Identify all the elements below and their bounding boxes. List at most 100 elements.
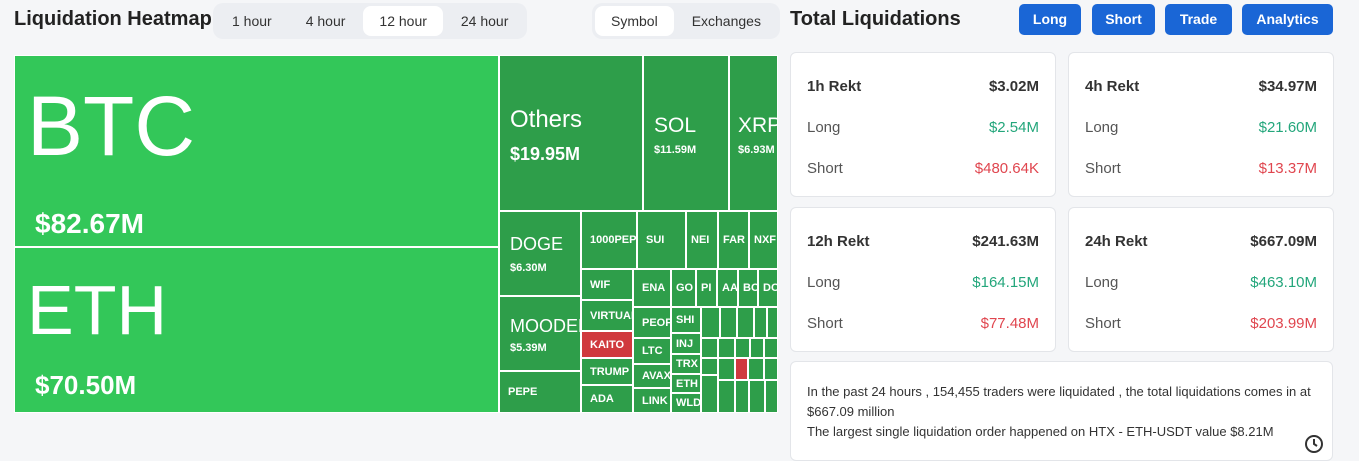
tile[interactable]: Others $19.95M — [499, 55, 643, 211]
panel-title: Total Liquidations — [790, 8, 961, 30]
tile[interactable] — [701, 375, 718, 413]
tile[interactable]: PEOPLE — [633, 307, 671, 338]
tile[interactable] — [701, 358, 718, 375]
tile[interactable]: MOODENG $5.39M — [499, 296, 581, 371]
tile-label: VIRTUAL — [590, 309, 633, 322]
tab[interactable]: 1 hour — [232, 13, 272, 29]
tile[interactable] — [764, 358, 778, 380]
tile[interactable]: SHI — [671, 307, 701, 333]
clock-icon[interactable] — [1303, 433, 1325, 455]
tab-active[interactable]: 12 hour — [363, 6, 443, 36]
tile[interactable]: GO — [671, 269, 696, 307]
tile-label: XRP — [738, 114, 778, 137]
button[interactable]: Long — [1019, 4, 1081, 35]
tile-label: MOODENG — [510, 316, 580, 336]
tile[interactable] — [750, 338, 764, 358]
tile[interactable]: AVAX — [633, 364, 671, 388]
tile[interactable] — [718, 338, 735, 358]
card-title: 1h Rekt — [807, 78, 862, 95]
tile[interactable] — [764, 338, 778, 358]
tile[interactable]: SOL $11.59M — [643, 55, 729, 211]
summary-line: The largest single liquidation order hap… — [807, 424, 1274, 439]
tile-label: ETH — [676, 377, 698, 390]
tile-value: $6.30M — [510, 262, 547, 274]
card-row: Short $203.99M — [1085, 315, 1317, 332]
tile[interactable]: INJ — [671, 333, 701, 354]
tile[interactable]: XRP $6.93M — [729, 55, 778, 211]
tile[interactable]: LTC — [633, 338, 671, 364]
tile[interactable]: ETH $70.50M — [14, 247, 499, 413]
tile[interactable]: 1000PEPE — [581, 211, 637, 269]
button[interactable]: Trade — [1165, 4, 1232, 35]
tile[interactable]: ETH — [671, 374, 701, 393]
tile[interactable]: BTC $82.67M — [14, 55, 499, 247]
tile[interactable]: SUI — [637, 211, 686, 269]
button[interactable]: Short — [1092, 4, 1155, 35]
tile-label: BTC — [27, 79, 195, 173]
row-value: $203.99M — [1250, 315, 1317, 332]
view-tabs: Symbol Exchanges — [592, 3, 780, 39]
tile[interactable]: DO — [758, 269, 778, 307]
tile[interactable] — [720, 307, 737, 338]
tile[interactable] — [735, 338, 750, 358]
row-value: $164.15M — [972, 274, 1039, 291]
tab[interactable]: 24 hour — [460, 13, 509, 29]
tile-label: ADA — [590, 393, 614, 405]
row-label: Short — [807, 315, 843, 332]
tile-label: NEI — [691, 234, 710, 246]
stat-card: 1h Rekt $3.02M Long $2.54M Short $480.64K — [790, 52, 1056, 197]
tile[interactable]: TRUMP — [581, 358, 633, 385]
tile[interactable]: AA — [717, 269, 738, 307]
tile[interactable]: PI — [696, 269, 717, 307]
button[interactable]: Analytics — [1242, 4, 1333, 35]
tile[interactable]: ENA — [633, 269, 671, 307]
clock-circle — [1305, 435, 1323, 453]
tile[interactable]: NEI — [686, 211, 718, 269]
tab-active[interactable]: Symbol — [595, 6, 674, 36]
tile[interactable]: WLD — [671, 393, 701, 413]
tile[interactable]: DOGE $6.30M — [499, 211, 581, 296]
tile[interactable] — [701, 307, 720, 338]
tile[interactable]: NXF — [749, 211, 778, 269]
tile[interactable]: VIRTUAL — [581, 300, 633, 331]
tile[interactable]: WIF — [581, 269, 633, 300]
tile[interactable]: LINK — [633, 388, 671, 413]
tile[interactable] — [765, 380, 778, 413]
tile[interactable]: TRX — [671, 354, 701, 374]
tile[interactable] — [718, 358, 735, 380]
tab[interactable]: 4 hour — [305, 13, 346, 29]
tile-label: BO — [743, 282, 758, 294]
tile[interactable] — [748, 358, 764, 380]
tile-label: DOGE — [510, 234, 564, 254]
tile[interactable] — [735, 380, 749, 413]
tile[interactable] — [735, 358, 748, 380]
tile-label: SUI — [646, 234, 665, 246]
row-value: $480.64K — [974, 160, 1039, 177]
tile[interactable] — [767, 307, 778, 338]
tile[interactable]: FAR — [718, 211, 749, 269]
row-value: $13.37M — [1258, 160, 1317, 177]
card-header: 12h Rekt $241.63M — [807, 233, 1039, 250]
summary-line: In the past 24 hours , 154,455 traders w… — [807, 384, 1311, 419]
tile[interactable]: ADA — [581, 385, 633, 413]
card-total: $667.09M — [1250, 233, 1317, 250]
tile-label: PI — [701, 282, 712, 294]
tab[interactable]: Exchanges — [691, 13, 761, 29]
tile-label: TRUMP — [590, 365, 630, 378]
tile[interactable]: PEPE — [499, 371, 581, 413]
row-value: $77.48M — [980, 315, 1039, 332]
tile[interactable]: BO — [738, 269, 758, 307]
tile-label: WIF — [590, 278, 611, 291]
tile-label: AA — [722, 282, 738, 294]
tile[interactable] — [718, 380, 735, 413]
row-label: Short — [1085, 160, 1121, 177]
tile[interactable] — [701, 338, 718, 358]
tile-label: ETH — [27, 271, 167, 349]
tile-label: 1000PEPE — [590, 234, 637, 246]
tile[interactable]: KAITO — [581, 331, 633, 358]
card-total: $34.97M — [1258, 78, 1317, 95]
tile[interactable] — [737, 307, 754, 338]
tile[interactable] — [754, 307, 767, 338]
tile[interactable] — [749, 380, 765, 413]
